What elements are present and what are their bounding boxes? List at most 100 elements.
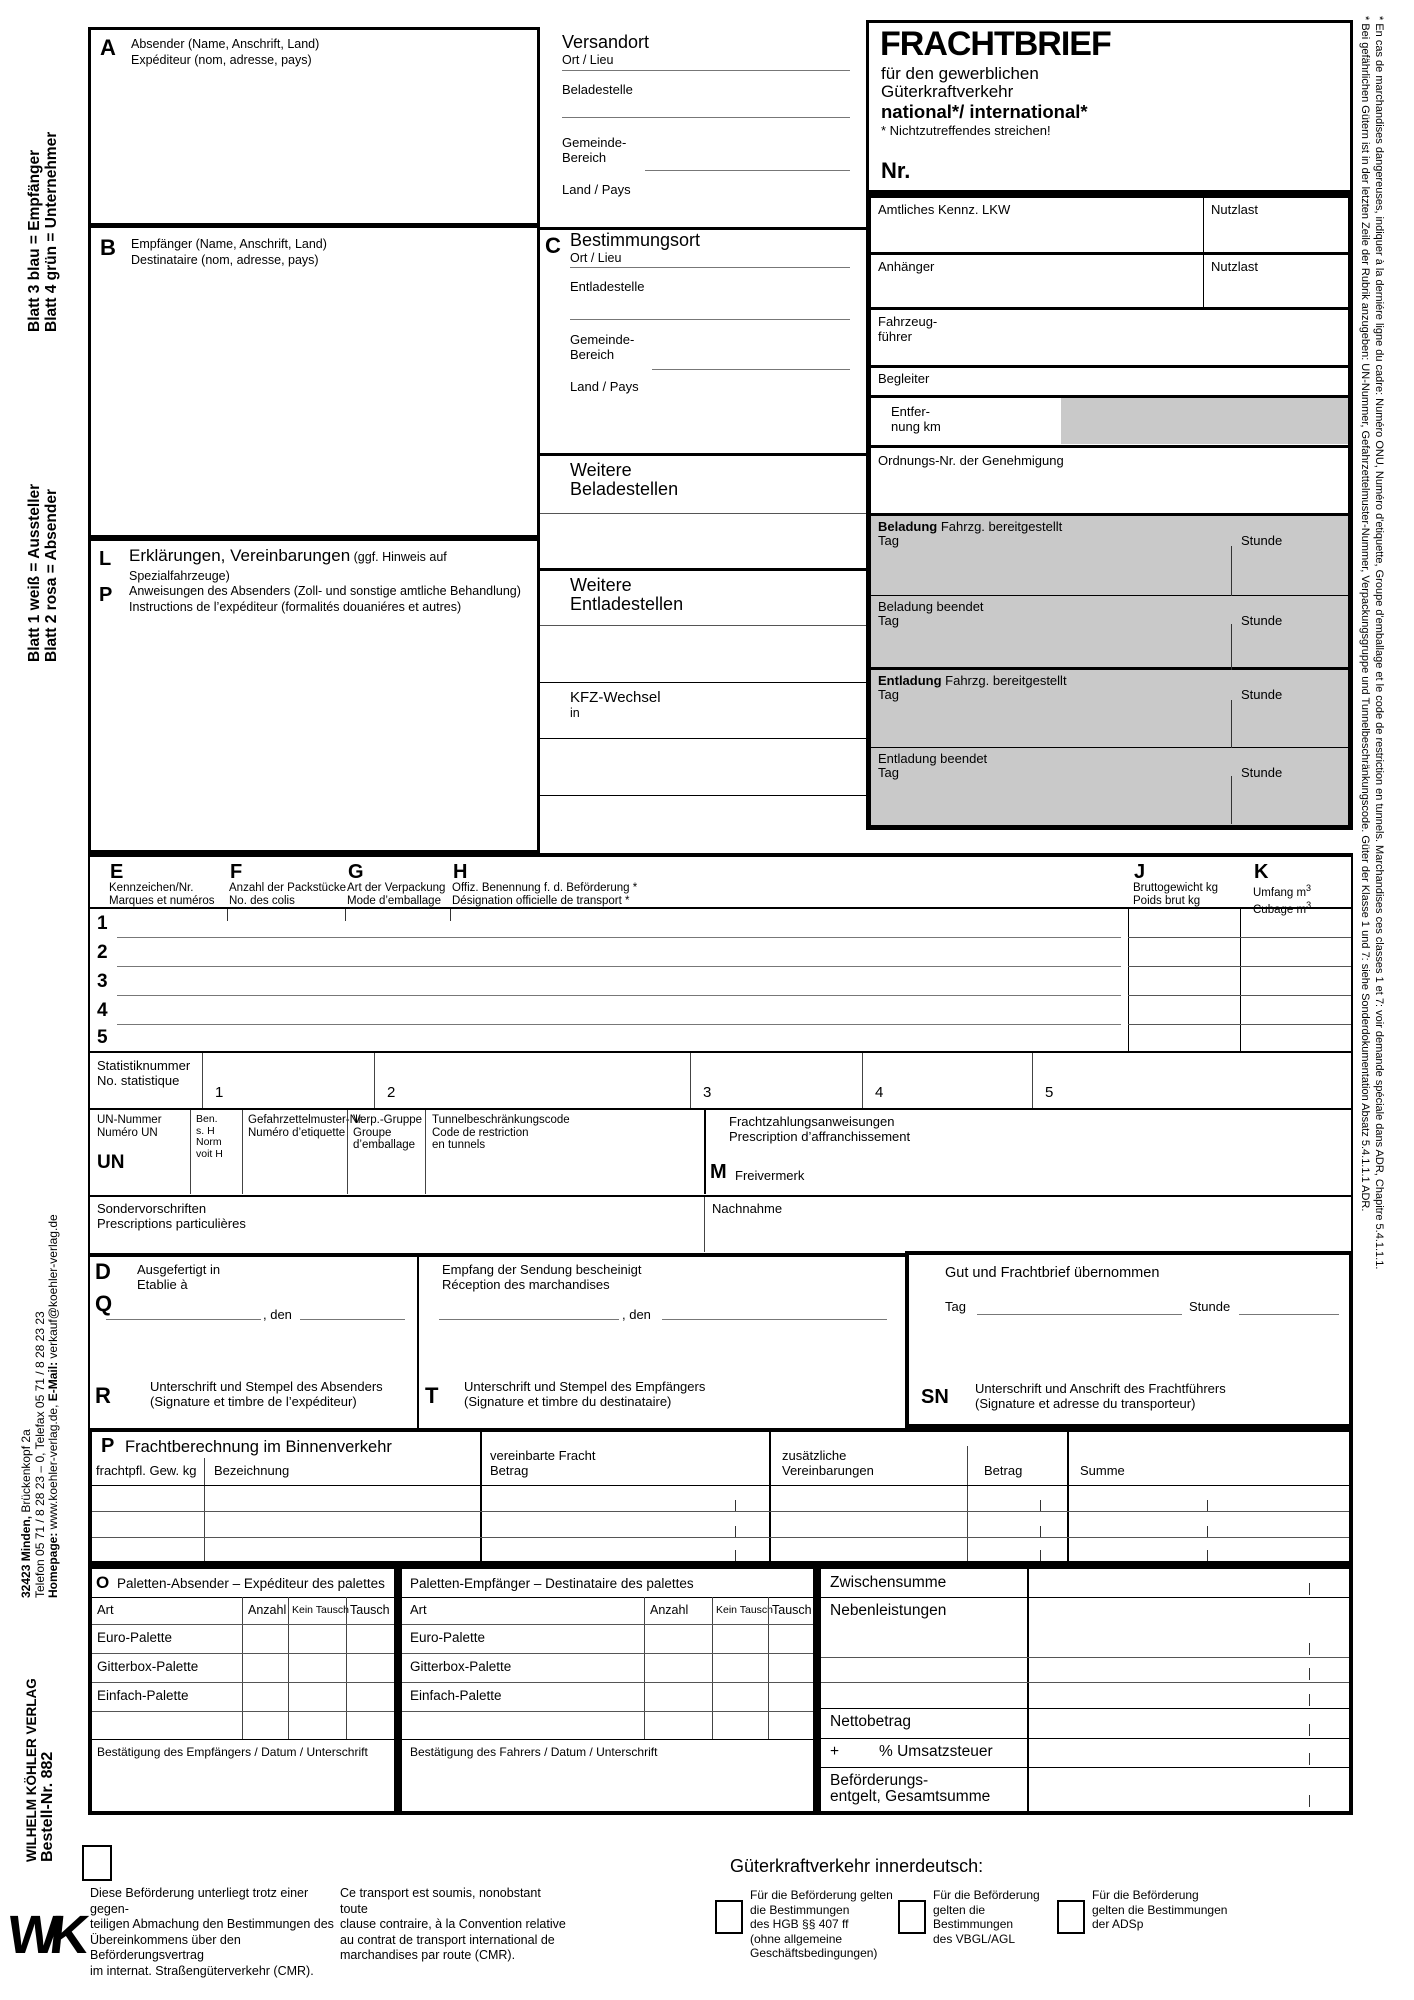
cod-label: Nachnahme — [712, 1201, 783, 1216]
payload-label: Nutzlast — [1211, 202, 1258, 217]
field-letter-q: Q — [95, 1291, 113, 1316]
received-date-line[interactable] — [662, 1319, 887, 1320]
loading-done-row[interactable]: Beladung beendet Tag Stunde — [871, 596, 1348, 670]
received-place-line[interactable] — [439, 1319, 619, 1320]
divider — [345, 909, 346, 921]
trailer-row[interactable]: Anhänger Nutzlast — [871, 255, 1348, 310]
field-letter-d: D — [95, 1259, 111, 1284]
district-line[interactable] — [652, 369, 850, 370]
decimal-tick — [1207, 1550, 1208, 1561]
pallet-type-euro: Euro-Palette — [410, 1630, 486, 1645]
statistics-label: Statistiknummer No. statistique — [97, 1058, 191, 1088]
un-prefix[interactable]: UN — [97, 1152, 125, 1173]
carrier-section[interactable]: Gut und Frachtbrief übernommen Tag Stund… — [905, 1251, 1353, 1428]
destination-place-line[interactable] — [570, 267, 850, 268]
distance-field[interactable] — [1061, 398, 1348, 444]
goods-row-line-1[interactable] — [117, 937, 1121, 938]
row-number: 1 — [97, 913, 108, 934]
divider — [862, 1053, 863, 1108]
statistics-cell-3[interactable]: 3 — [703, 1084, 712, 1101]
carrier-hour-line[interactable] — [1239, 1314, 1339, 1315]
issued-label: Ausgefertigt in Etablie à — [137, 1262, 221, 1292]
divider — [402, 1597, 813, 1598]
divider — [1231, 546, 1232, 596]
totals-amount-column[interactable] — [1031, 1569, 1349, 1811]
decimal-tick — [1309, 1643, 1310, 1655]
col-letter-g: G — [348, 861, 364, 883]
hour-label: Stunde — [1241, 533, 1283, 548]
loading-point-line[interactable] — [562, 117, 850, 118]
permit-row[interactable]: Ordnungs-Nr. der Genehmigung — [871, 448, 1348, 516]
goods-row-line-3[interactable] — [117, 995, 1121, 996]
adsp-checkbox[interactable] — [1057, 1900, 1085, 1934]
received-section[interactable]: Empfang der Sendung bescheinigt Réception… — [417, 1257, 907, 1428]
field-letter-m: M — [710, 1161, 727, 1183]
number-label: Nr. — [881, 158, 911, 183]
divider — [425, 1110, 426, 1194]
vehicle-change-line[interactable] — [540, 738, 866, 739]
issued-section[interactable]: D Q Ausgefertigt in Etablie à , den R Unt… — [90, 1257, 417, 1428]
day-label: Tag — [878, 533, 899, 548]
divider — [288, 1597, 289, 1739]
sender-box[interactable]: A Absender (Name, Anschrift, Land) Expédi… — [88, 27, 540, 226]
goods-row-line-4[interactable] — [117, 1024, 1121, 1025]
unloading-point-line[interactable] — [570, 319, 850, 320]
freight-col-sum: Summe — [1080, 1463, 1125, 1478]
issued-place-line[interactable] — [106, 1319, 261, 1320]
adsp-option-label: Für die Beförderung gelten die Bestimmun… — [1092, 1888, 1228, 1931]
statistics-cell-4[interactable]: 4 — [875, 1084, 884, 1101]
decimal-tick — [735, 1500, 736, 1511]
carrier-day-line[interactable] — [977, 1314, 1182, 1315]
order-number: Bestell-Nr. 882 — [39, 1751, 56, 1862]
pallets-sender-box: O Paletten-Absender – Expéditeur des pal… — [88, 1565, 398, 1815]
escort-row[interactable]: Begleiter — [871, 368, 1348, 398]
cmr-checkbox[interactable] — [82, 1845, 112, 1881]
divider — [967, 1446, 968, 1561]
freight-row-2[interactable] — [92, 1537, 1349, 1538]
col-letter-k: K — [1254, 861, 1269, 883]
driver-row[interactable]: Fahrzeug- führer — [871, 310, 1348, 368]
dispatch-place-line[interactable] — [562, 70, 850, 71]
decimal-tick — [1040, 1550, 1041, 1561]
vbgl-checkbox[interactable] — [898, 1900, 926, 1934]
received-label: Empfang der Sendung bescheinigt Réception… — [442, 1262, 642, 1292]
declarations-label: Erklärungen, Vereinbarungen (ggf. Hinwei… — [129, 546, 521, 614]
pallet-type-einfach: Einfach-Palette — [97, 1688, 189, 1703]
more-unloading-line[interactable] — [540, 625, 866, 626]
received-den: , den — [622, 1307, 651, 1322]
distance-row[interactable]: Entfer- nung km — [871, 398, 1348, 448]
divider — [204, 1458, 205, 1561]
destination-heading: Bestimmungsort — [570, 230, 701, 250]
statistics-cell-1[interactable]: 1 — [215, 1084, 224, 1101]
confirm-receiver-field[interactable] — [97, 1764, 387, 1809]
issued-date-line[interactable] — [300, 1319, 405, 1320]
district-line[interactable] — [645, 170, 850, 171]
freight-row-1[interactable] — [92, 1511, 1349, 1512]
goods-row-line-2[interactable] — [117, 966, 1121, 967]
decimal-tick — [735, 1526, 736, 1537]
declarations-box[interactable]: L P Erklärungen, Vereinbarungen (ggf. Hi… — [88, 538, 540, 853]
unloading-done-row[interactable]: Entladung beendet Tag Stunde — [871, 748, 1348, 825]
row-number: 3 — [97, 971, 108, 992]
col-letter-j: J — [1134, 861, 1146, 883]
col-label-g: Art der Verpackung Mode d’emballage — [347, 882, 446, 907]
statistics-cell-5[interactable]: 5 — [1045, 1084, 1054, 1101]
freight-col-weight: frachtpfl. Gew. kg — [96, 1463, 197, 1478]
confirm-driver-field[interactable] — [410, 1764, 805, 1809]
pallet-col-tausch: Tausch — [350, 1603, 390, 1617]
special-provisions-row[interactable]: S​ondervorschriften Prescriptions particu… — [88, 1195, 1353, 1253]
more-loading-line[interactable] — [540, 513, 866, 514]
freight-col-description: Bezeichnung — [214, 1463, 290, 1478]
divider — [374, 1053, 375, 1108]
wk-logo: WK — [4, 1905, 84, 1965]
pallet-col-tausch: Tausch — [772, 1603, 812, 1617]
hgb-checkbox[interactable] — [715, 1900, 743, 1934]
dispatch-district: Gemeinde- Bereich — [562, 135, 627, 165]
escort-label: Begleiter — [878, 371, 930, 386]
unloading-ready-row[interactable]: Entladung Fahrzg. bereitgestellt Tag Stu… — [871, 670, 1348, 748]
truck-plate-row[interactable]: Amtliches Kennz. LKW Nutzlast — [871, 198, 1348, 255]
statistics-cell-2[interactable]: 2 — [387, 1084, 396, 1101]
loading-ready-row[interactable]: Beladung Fahrzg. bereitgestellt Tag Stun… — [871, 516, 1348, 596]
decimal-tick — [1309, 1694, 1310, 1706]
consignee-box[interactable]: B Empfänger (Name, Anschrift, Land) Desti… — [88, 226, 540, 538]
